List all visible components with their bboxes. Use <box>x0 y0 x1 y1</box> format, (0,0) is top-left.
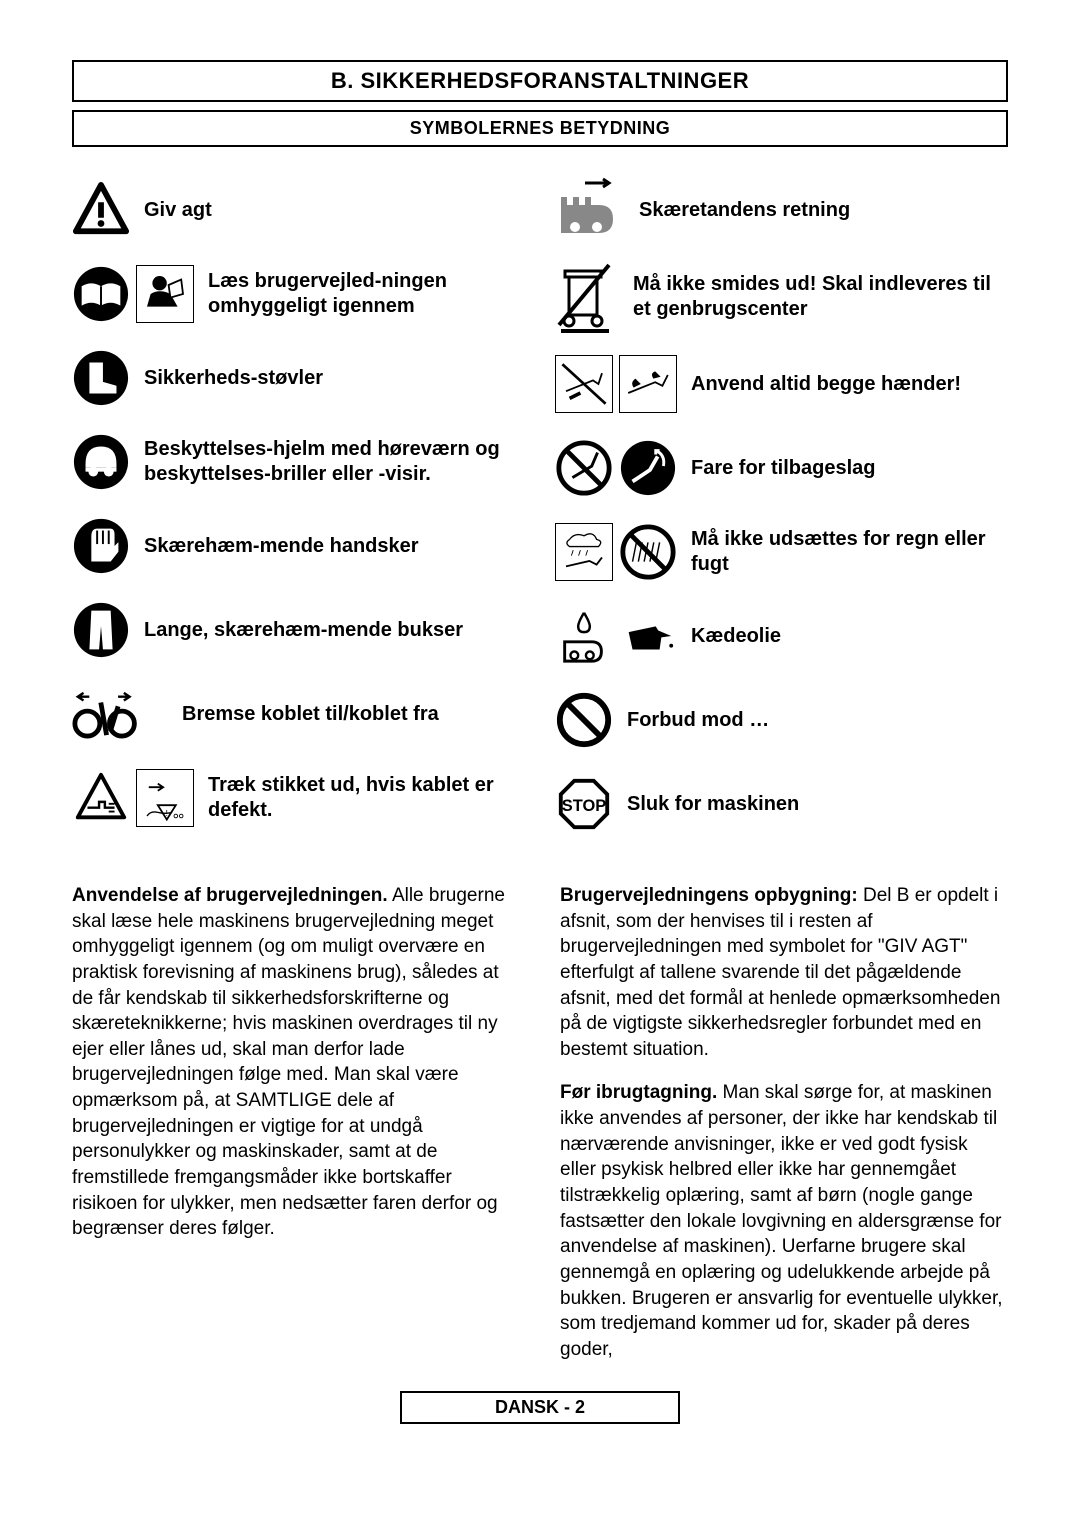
paragraph-text: Del B er opdelt i afsnit, som der henvis… <box>560 885 1000 1060</box>
symbol-row: Bremse koblet til/koblet fra <box>72 679 525 749</box>
symbols-left-column: Giv agt Læs brugervejled-ningen omhyggel… <box>72 175 525 853</box>
symbol-row: Beskyttelses-hjelm med høreværn og besky… <box>72 427 525 497</box>
recycle-icon <box>555 259 619 335</box>
subsection-header: SYMBOLERNES BETYDNING <box>72 110 1008 147</box>
brake-icon <box>72 685 168 743</box>
twohands-icon <box>619 355 677 413</box>
paragraph-lead: Anvendelse af brugervejledningen. <box>72 885 388 906</box>
symbol-row: Skærehæm-mende handsker <box>72 511 525 581</box>
symbol-row: Sikkerheds-støvler <box>72 343 525 413</box>
paragraph-lead: Brugervejledningens opbygning: <box>560 885 858 906</box>
symbol-label: Må ikke smides ud! Skal indleveres til e… <box>633 272 1008 322</box>
chain-oil-icon <box>555 607 613 665</box>
symbol-row: Lange, skærehæm-mende bukser <box>72 595 525 665</box>
symbol-row: Kædeolie <box>555 601 1008 671</box>
paragraph: Anvendelse af brugervejledningen. Alle b… <box>72 883 520 1242</box>
body-text: Anvendelse af brugervejledningen. Alle b… <box>72 883 1008 1363</box>
pants-icon <box>72 601 130 659</box>
paragraph-text: Alle brugerne skal læse hele maskinens b… <box>72 885 505 1239</box>
symbol-label: Skærehæm-mende handsker <box>144 534 419 559</box>
symbol-row: Forbud mod … <box>555 685 1008 755</box>
warning-icon <box>72 181 130 239</box>
kickback-forbid-icon <box>555 439 613 497</box>
symbol-row: Fare for tilbageslag <box>555 433 1008 503</box>
symbols-grid: Giv agt Læs brugervejled-ningen omhyggel… <box>72 175 1008 853</box>
forbid-icon <box>555 691 613 749</box>
symbol-label: Læs brugervejled-ningen omhyggeligt igen… <box>208 269 525 319</box>
svg-text:STOP: STOP <box>562 797 606 815</box>
symbol-row: ! Træk stikket ud, hvis kablet er defekt… <box>72 763 525 833</box>
reader-icon <box>136 265 194 323</box>
paragraph: Før ibrugtagning. Man skal sørge for, at… <box>560 1080 1008 1362</box>
boots-icon <box>72 349 130 407</box>
pull-plug-icon: ! <box>136 769 194 827</box>
symbol-label: Giv agt <box>144 198 212 223</box>
twohands-forbid-icon <box>555 355 613 413</box>
unplug-warn-icon <box>72 769 130 827</box>
chain-direction-icon <box>555 175 625 245</box>
symbols-right-column: Skæretandens retning Må ikke smides ud! … <box>555 175 1008 853</box>
symbol-row: Anvend altid begge hænder! <box>555 349 1008 419</box>
header-main-text: B. SIKKERHEDSFORANSTALTNINGER <box>331 68 749 93</box>
symbol-row: Skæretandens retning <box>555 175 1008 245</box>
gloves-icon <box>72 517 130 575</box>
symbol-label: Anvend altid begge hænder! <box>691 372 961 397</box>
oiler-icon <box>619 607 677 665</box>
paragraph-text: Man skal sørge for, at maskinen ikke anv… <box>560 1082 1003 1359</box>
paragraph: Brugervejledningens opbygning: Del B er … <box>560 883 1008 1062</box>
section-header: B. SIKKERHEDSFORANSTALTNINGER <box>72 60 1008 102</box>
stop-icon: STOP <box>555 775 613 833</box>
symbol-label: Skæretandens retning <box>639 198 850 223</box>
symbol-row: STOP Sluk for maskinen <box>555 769 1008 839</box>
symbol-label: Lange, skærehæm-mende bukser <box>144 618 463 643</box>
no-rain-icon <box>619 523 677 581</box>
helmet-icon <box>72 433 130 491</box>
symbol-label: Sikkerheds-støvler <box>144 366 323 391</box>
footer-text: DANSK - 2 <box>495 1397 585 1417</box>
rain-saw-icon <box>555 523 613 581</box>
symbol-label: Bremse koblet til/koblet fra <box>182 702 439 727</box>
symbol-label: Må ikke udsættes for regn eller fugt <box>691 527 1008 577</box>
symbol-row: Læs brugervejled-ningen omhyggeligt igen… <box>72 259 525 329</box>
paragraph-lead: Før ibrugtagning. <box>560 1082 717 1103</box>
symbol-label: Kædeolie <box>691 624 781 649</box>
symbol-label: Fare for tilbageslag <box>691 456 876 481</box>
header-sub-text: SYMBOLERNES BETYDNING <box>410 118 671 138</box>
kickback-icon <box>619 439 677 497</box>
symbol-label: Træk stikket ud, hvis kablet er defekt. <box>208 773 525 823</box>
symbol-label: Sluk for maskinen <box>627 792 799 817</box>
page-footer: DANSK - 2 <box>400 1391 680 1424</box>
symbol-row: Giv agt <box>72 175 525 245</box>
symbol-row: Må ikke udsættes for regn eller fugt <box>555 517 1008 587</box>
symbol-label: Forbud mod … <box>627 708 769 733</box>
book-icon <box>72 265 130 323</box>
symbol-label: Beskyttelses-hjelm med høreværn og besky… <box>144 437 525 487</box>
symbol-row: Må ikke smides ud! Skal indleveres til e… <box>555 259 1008 335</box>
